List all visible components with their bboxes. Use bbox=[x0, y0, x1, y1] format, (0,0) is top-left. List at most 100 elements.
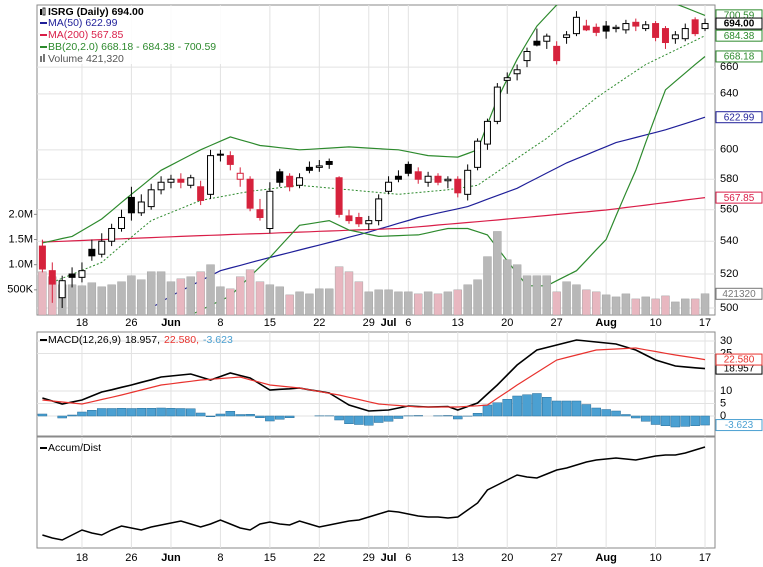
volume-bar bbox=[235, 276, 245, 315]
legend-icon bbox=[43, 54, 45, 62]
volume-bar bbox=[315, 288, 324, 315]
x-tick-label: Jun bbox=[161, 552, 181, 564]
bollinger-band bbox=[190, 56, 706, 315]
ad-panel bbox=[36, 436, 716, 549]
candle-body bbox=[414, 171, 422, 180]
value-label: 22.580 bbox=[724, 355, 755, 366]
histogram-bar bbox=[670, 415, 681, 428]
candle-body bbox=[137, 201, 145, 214]
volume-bar bbox=[483, 256, 492, 315]
legend-icon bbox=[40, 9, 42, 15]
candle-body bbox=[602, 25, 610, 32]
histogram-bar bbox=[265, 415, 275, 422]
value-label-box bbox=[715, 191, 763, 204]
histogram-bar bbox=[413, 415, 423, 417]
value-label-box bbox=[715, 50, 763, 63]
histogram-bar bbox=[443, 415, 453, 417]
price-plot bbox=[38, 5, 710, 315]
y2-tick-label: 1.0M bbox=[9, 259, 33, 271]
candle-body bbox=[661, 28, 669, 44]
volume-bar bbox=[651, 298, 660, 315]
y-tick-label: 10 bbox=[720, 385, 732, 397]
volume-bar bbox=[216, 286, 225, 315]
volume-bar bbox=[305, 293, 314, 315]
value-label-box bbox=[715, 17, 763, 30]
histogram-legend-value: -3.623 bbox=[203, 334, 233, 346]
candle-body bbox=[197, 186, 205, 201]
candle-body bbox=[365, 220, 373, 225]
x-tick-label: 27 bbox=[551, 552, 563, 564]
candle-body bbox=[147, 189, 155, 208]
histogram-bar bbox=[551, 400, 562, 417]
histogram-bar bbox=[166, 408, 176, 417]
x-tick-label: 15 bbox=[264, 552, 276, 564]
histogram-bar bbox=[383, 415, 394, 422]
candle-body bbox=[207, 155, 215, 195]
x-tick-label: Jul bbox=[381, 552, 397, 564]
histogram-bar bbox=[640, 415, 651, 422]
histogram-bar bbox=[354, 415, 364, 425]
y-tick-label: 520 bbox=[720, 268, 738, 280]
volume-bar bbox=[117, 281, 126, 315]
value-label: -3.623 bbox=[725, 420, 754, 431]
volume-bar bbox=[156, 271, 166, 315]
candle-body bbox=[236, 172, 244, 180]
volume-bar bbox=[107, 284, 116, 315]
histogram-bar bbox=[284, 415, 295, 418]
volume-bar bbox=[97, 286, 106, 315]
ad-title: Accum/Dist bbox=[48, 442, 101, 454]
x-tick-label: 6 bbox=[405, 552, 411, 564]
macd-legend-value: 18.957, bbox=[125, 334, 160, 346]
candle-body bbox=[572, 16, 580, 35]
candle-body bbox=[493, 86, 501, 122]
candle-body bbox=[68, 273, 76, 278]
volume-bar bbox=[137, 279, 146, 315]
histogram-bar bbox=[482, 404, 493, 417]
x-tick-label: 27 bbox=[551, 317, 563, 329]
volume-bar bbox=[295, 291, 304, 315]
volume-bar bbox=[463, 284, 472, 315]
candle-body bbox=[266, 190, 274, 229]
candle-body bbox=[553, 45, 561, 62]
histogram-bar bbox=[96, 408, 107, 417]
y2-tick-label: 500K bbox=[7, 284, 33, 296]
value-label: 700.59 bbox=[724, 10, 755, 21]
x-tick-label: 17 bbox=[699, 552, 711, 564]
value-label: 622.99 bbox=[724, 112, 755, 123]
histogram-bar bbox=[472, 413, 483, 417]
x-tick-label: 22 bbox=[313, 552, 325, 564]
value-label-box bbox=[715, 419, 763, 432]
histogram-bar bbox=[334, 415, 344, 421]
candle-body bbox=[157, 181, 165, 191]
histogram-bar bbox=[571, 400, 582, 417]
x-tick-label: 15 bbox=[264, 317, 276, 329]
candle-body bbox=[622, 23, 630, 31]
y-tick-label: 30 bbox=[720, 335, 732, 347]
x-tick-label: Jul bbox=[381, 317, 397, 329]
candle-body bbox=[385, 181, 393, 192]
value-label-box bbox=[715, 353, 763, 366]
candle-body bbox=[701, 23, 709, 30]
candle-body bbox=[88, 248, 96, 257]
volume-bar bbox=[572, 284, 581, 315]
x-tick-label: 26 bbox=[125, 317, 137, 329]
x-tick-label: Aug bbox=[595, 552, 616, 564]
histogram-bar bbox=[344, 415, 354, 424]
y-tick-label: 580 bbox=[720, 173, 738, 185]
candle-body bbox=[78, 270, 86, 278]
x-tick-label: 8 bbox=[217, 317, 223, 329]
candle-body bbox=[394, 175, 402, 180]
volume-bar bbox=[166, 281, 176, 315]
volume-bar bbox=[690, 298, 700, 315]
histogram-bar bbox=[512, 395, 522, 417]
histogram-bar bbox=[255, 415, 265, 418]
candle-body bbox=[582, 25, 590, 31]
candle-body bbox=[434, 175, 442, 183]
histogram-bar bbox=[136, 408, 147, 417]
candle-body bbox=[543, 35, 551, 42]
y-tick-label: 640 bbox=[720, 88, 738, 100]
histogram-bar bbox=[492, 402, 503, 417]
volume-bar bbox=[552, 291, 561, 315]
x-tick-label: 6 bbox=[405, 317, 411, 329]
